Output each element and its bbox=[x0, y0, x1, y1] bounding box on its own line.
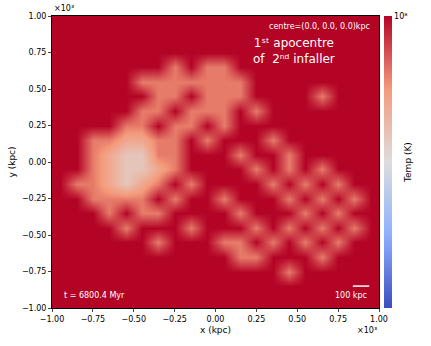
svg-text:−0.25: −0.25 bbox=[22, 194, 47, 203]
svg-text:0.25: 0.25 bbox=[247, 315, 265, 324]
svg-text:0.75: 0.75 bbox=[29, 48, 47, 57]
svg-text:t = 6800.4 Myr: t = 6800.4 Myr bbox=[64, 291, 125, 300]
svg-text:y (kpc): y (kpc) bbox=[7, 146, 17, 177]
svg-text:−0.75: −0.75 bbox=[81, 315, 106, 324]
svg-text:−0.25: −0.25 bbox=[162, 315, 187, 324]
svg-text:0.00: 0.00 bbox=[29, 158, 47, 167]
svg-text:1.00: 1.00 bbox=[29, 12, 47, 21]
svg-text:centre=(0.0, 0.0, 0.0)kpc: centre=(0.0, 0.0, 0.0)kpc bbox=[269, 22, 370, 31]
svg-text:0.25: 0.25 bbox=[29, 121, 47, 130]
svg-text:1.00: 1.00 bbox=[370, 315, 388, 324]
svg-text:−0.75: −0.75 bbox=[22, 267, 47, 276]
svg-text:0.50: 0.50 bbox=[288, 315, 306, 324]
svg-text:x (kpc): x (kpc) bbox=[200, 325, 231, 335]
svg-text:100 kpc: 100 kpc bbox=[335, 291, 367, 300]
svg-text:10⁸: 10⁸ bbox=[394, 12, 407, 21]
svg-text:0.00: 0.00 bbox=[207, 315, 225, 324]
svg-text:−1.00: −1.00 bbox=[40, 315, 65, 324]
svg-text:1ˢᵗ apocentreof 2ⁿᵈ infaller: 1ˢᵗ apocentreof 2ⁿᵈ infaller bbox=[253, 36, 335, 66]
svg-text:−1.00: −1.00 bbox=[22, 304, 47, 313]
svg-text:0.50: 0.50 bbox=[29, 85, 47, 94]
svg-text:−0.50: −0.50 bbox=[22, 231, 47, 240]
svg-text:0.75: 0.75 bbox=[329, 315, 347, 324]
svg-text:×10³: ×10³ bbox=[357, 326, 377, 335]
svg-text:×10³: ×10³ bbox=[54, 4, 74, 13]
svg-text:−0.50: −0.50 bbox=[121, 315, 146, 324]
svg-text:Temp (K): Temp (K) bbox=[403, 142, 413, 183]
